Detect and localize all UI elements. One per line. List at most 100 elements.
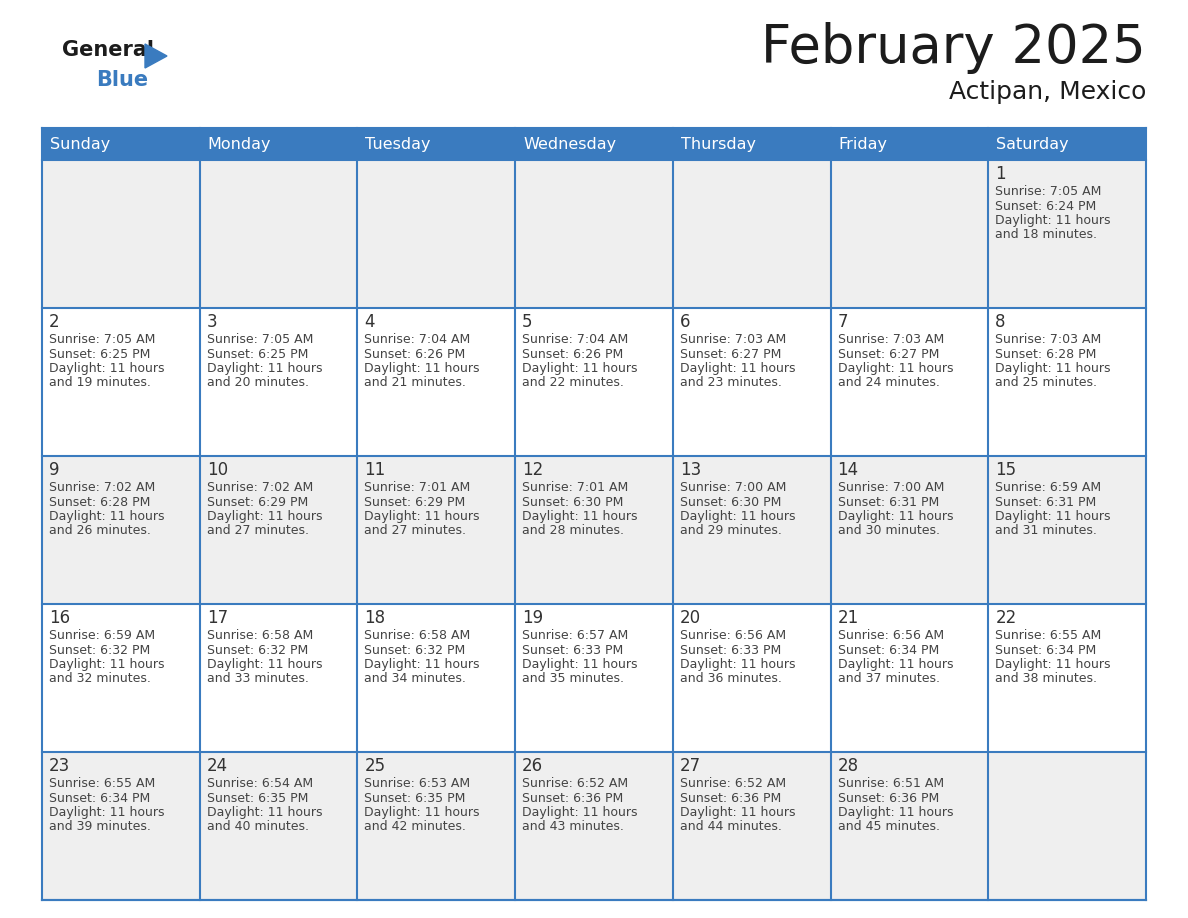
Bar: [200, 604, 358, 752]
Text: Sunrise: 6:52 AM: Sunrise: 6:52 AM: [523, 777, 628, 790]
Bar: [672, 456, 830, 604]
Text: and 43 minutes.: and 43 minutes.: [523, 821, 624, 834]
Text: Sunrise: 7:03 AM: Sunrise: 7:03 AM: [996, 333, 1101, 346]
Bar: [42, 604, 200, 752]
Text: Sunset: 6:36 PM: Sunset: 6:36 PM: [680, 791, 781, 804]
Text: Sunset: 6:35 PM: Sunset: 6:35 PM: [207, 791, 308, 804]
Text: Sunset: 6:24 PM: Sunset: 6:24 PM: [996, 199, 1097, 212]
Bar: [830, 604, 988, 752]
Bar: [358, 604, 516, 752]
Bar: [200, 456, 358, 604]
Text: Sunset: 6:25 PM: Sunset: 6:25 PM: [207, 348, 308, 361]
Bar: [988, 456, 1146, 604]
Text: Sunset: 6:36 PM: Sunset: 6:36 PM: [523, 791, 624, 804]
Bar: [42, 128, 200, 160]
Text: Sunrise: 7:02 AM: Sunrise: 7:02 AM: [207, 481, 312, 494]
Bar: [830, 456, 988, 604]
Text: Daylight: 11 hours: Daylight: 11 hours: [680, 362, 795, 375]
Text: Daylight: 11 hours: Daylight: 11 hours: [523, 658, 638, 671]
Text: Sunrise: 6:54 AM: Sunrise: 6:54 AM: [207, 777, 312, 790]
Text: and 37 minutes.: and 37 minutes.: [838, 673, 940, 686]
Text: and 39 minutes.: and 39 minutes.: [49, 821, 151, 834]
Text: Daylight: 11 hours: Daylight: 11 hours: [838, 806, 953, 819]
Text: Sunrise: 7:04 AM: Sunrise: 7:04 AM: [523, 333, 628, 346]
Text: Sunset: 6:28 PM: Sunset: 6:28 PM: [996, 348, 1097, 361]
Text: and 36 minutes.: and 36 minutes.: [680, 673, 782, 686]
Text: Sunset: 6:30 PM: Sunset: 6:30 PM: [523, 496, 624, 509]
Text: Sunset: 6:32 PM: Sunset: 6:32 PM: [365, 644, 466, 656]
Text: Sunset: 6:32 PM: Sunset: 6:32 PM: [207, 644, 308, 656]
Text: Sunrise: 7:00 AM: Sunrise: 7:00 AM: [680, 481, 786, 494]
Text: Daylight: 11 hours: Daylight: 11 hours: [680, 658, 795, 671]
Text: and 23 minutes.: and 23 minutes.: [680, 376, 782, 389]
Text: Daylight: 11 hours: Daylight: 11 hours: [365, 658, 480, 671]
Text: Sunrise: 6:56 AM: Sunrise: 6:56 AM: [680, 629, 786, 642]
Text: Sunset: 6:31 PM: Sunset: 6:31 PM: [838, 496, 939, 509]
Text: 27: 27: [680, 757, 701, 775]
Text: Sunset: 6:27 PM: Sunset: 6:27 PM: [680, 348, 782, 361]
Text: Sunrise: 6:52 AM: Sunrise: 6:52 AM: [680, 777, 786, 790]
Bar: [358, 308, 516, 456]
Text: 18: 18: [365, 609, 386, 627]
Text: 8: 8: [996, 313, 1006, 331]
Text: Sunrise: 7:01 AM: Sunrise: 7:01 AM: [523, 481, 628, 494]
Text: Daylight: 11 hours: Daylight: 11 hours: [365, 362, 480, 375]
Text: Daylight: 11 hours: Daylight: 11 hours: [49, 510, 164, 523]
Bar: [516, 456, 672, 604]
Text: Daylight: 11 hours: Daylight: 11 hours: [207, 658, 322, 671]
Text: Sunset: 6:27 PM: Sunset: 6:27 PM: [838, 348, 939, 361]
Text: 21: 21: [838, 609, 859, 627]
Text: Sunset: 6:29 PM: Sunset: 6:29 PM: [365, 496, 466, 509]
Bar: [988, 160, 1146, 308]
Text: Sunset: 6:34 PM: Sunset: 6:34 PM: [49, 791, 150, 804]
Bar: [830, 160, 988, 308]
Text: and 19 minutes.: and 19 minutes.: [49, 376, 151, 389]
Text: Daylight: 11 hours: Daylight: 11 hours: [365, 806, 480, 819]
Text: Sunrise: 6:57 AM: Sunrise: 6:57 AM: [523, 629, 628, 642]
Text: Sunset: 6:34 PM: Sunset: 6:34 PM: [838, 644, 939, 656]
Text: Sunrise: 7:03 AM: Sunrise: 7:03 AM: [838, 333, 943, 346]
Text: Sunrise: 6:53 AM: Sunrise: 6:53 AM: [365, 777, 470, 790]
Text: and 27 minutes.: and 27 minutes.: [365, 524, 467, 538]
Text: 25: 25: [365, 757, 386, 775]
Text: Sunset: 6:31 PM: Sunset: 6:31 PM: [996, 496, 1097, 509]
Bar: [516, 128, 672, 160]
Text: 22: 22: [996, 609, 1017, 627]
Text: and 30 minutes.: and 30 minutes.: [838, 524, 940, 538]
Text: Daylight: 11 hours: Daylight: 11 hours: [523, 510, 638, 523]
Bar: [516, 752, 672, 900]
Text: Sunrise: 7:05 AM: Sunrise: 7:05 AM: [49, 333, 156, 346]
Bar: [672, 160, 830, 308]
Text: 16: 16: [49, 609, 70, 627]
Text: and 34 minutes.: and 34 minutes.: [365, 673, 467, 686]
Text: Sunset: 6:30 PM: Sunset: 6:30 PM: [680, 496, 782, 509]
Bar: [516, 604, 672, 752]
Text: and 28 minutes.: and 28 minutes.: [523, 524, 624, 538]
Text: Daylight: 11 hours: Daylight: 11 hours: [838, 510, 953, 523]
Text: Daylight: 11 hours: Daylight: 11 hours: [996, 658, 1111, 671]
Bar: [200, 752, 358, 900]
Text: Sunset: 6:28 PM: Sunset: 6:28 PM: [49, 496, 151, 509]
Text: 9: 9: [49, 461, 59, 479]
Text: Daylight: 11 hours: Daylight: 11 hours: [523, 806, 638, 819]
Text: and 21 minutes.: and 21 minutes.: [365, 376, 467, 389]
Bar: [42, 160, 200, 308]
Text: 26: 26: [523, 757, 543, 775]
Text: 4: 4: [365, 313, 375, 331]
Text: Daylight: 11 hours: Daylight: 11 hours: [838, 362, 953, 375]
Text: 12: 12: [523, 461, 543, 479]
Text: Sunrise: 6:59 AM: Sunrise: 6:59 AM: [49, 629, 156, 642]
Text: 6: 6: [680, 313, 690, 331]
Text: Daylight: 11 hours: Daylight: 11 hours: [207, 806, 322, 819]
Text: and 18 minutes.: and 18 minutes.: [996, 229, 1098, 241]
Text: 17: 17: [207, 609, 228, 627]
Text: Friday: Friday: [839, 137, 887, 151]
Text: Wednesday: Wednesday: [523, 137, 617, 151]
Polygon shape: [145, 44, 168, 68]
Text: Daylight: 11 hours: Daylight: 11 hours: [207, 510, 322, 523]
Text: 28: 28: [838, 757, 859, 775]
Text: Sunrise: 7:04 AM: Sunrise: 7:04 AM: [365, 333, 470, 346]
Bar: [672, 752, 830, 900]
Text: Sunset: 6:32 PM: Sunset: 6:32 PM: [49, 644, 150, 656]
Text: Sunrise: 7:01 AM: Sunrise: 7:01 AM: [365, 481, 470, 494]
